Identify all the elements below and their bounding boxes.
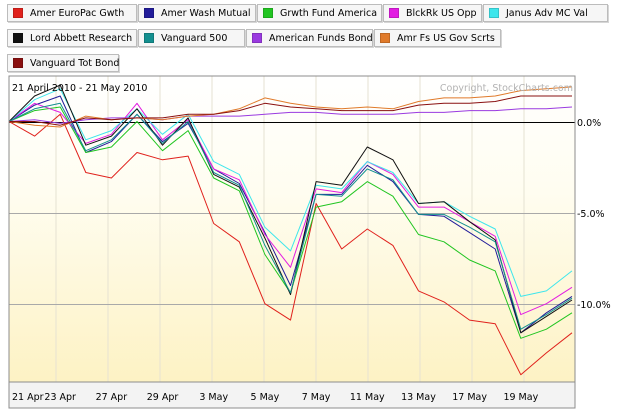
legend-item-vanguard-tot-bond[interactable]: Vanguard Tot Bond <box>7 54 119 72</box>
x-tick-label: 7 May <box>302 392 331 403</box>
series-line-amer-wash-mutual <box>8 95 573 334</box>
legend-swatch <box>252 33 262 43</box>
legend-label: Amer EuroPac Gwth <box>30 7 125 19</box>
legend-swatch <box>263 8 273 18</box>
series-line-lord-abbett-research <box>8 84 573 334</box>
legend-item-amer-europac-gwth[interactable]: Amer EuroPac Gwth <box>7 4 137 22</box>
legend-swatch <box>13 58 23 68</box>
legend-item-vanguard-500[interactable]: Vanguard 500 <box>138 29 245 47</box>
legend-item-janus-adv-mc-val[interactable]: Janus Adv MC Val <box>483 4 608 22</box>
x-tick-label: 21 Apr <box>12 392 44 403</box>
legend-swatch <box>380 33 390 43</box>
legend-swatch <box>144 8 154 18</box>
legend-label: Lord Abbett Research <box>30 32 133 44</box>
series-line-amr-fs-us-gov-scrts <box>8 86 573 128</box>
x-tick-label: 23 Apr <box>44 392 76 403</box>
x-axis-labels: 21 Apr 23 Apr 27 Apr 29 Apr 3 May 5 May 7 May 1… <box>12 392 539 403</box>
legend-swatch <box>13 8 23 18</box>
legend-label: American Funds Bond <box>269 32 373 44</box>
copyright-watermark: Copyright, StockCharts.com <box>440 83 573 94</box>
legend-item-lord-abbett-research[interactable]: Lord Abbett Research <box>7 29 137 47</box>
x-tick-label: 3 May <box>199 392 228 403</box>
legend-swatch <box>13 33 23 43</box>
x-tick-label: 27 Apr <box>96 392 128 403</box>
legend-swatch <box>144 33 154 43</box>
y-tick-label: -5.0% <box>577 209 605 220</box>
date-range-label: 21 April 2010 - 21 May 2010 <box>12 83 147 94</box>
legend-item-american-funds-bond[interactable]: American Funds Bond <box>246 29 373 47</box>
series-line-vanguard-500 <box>8 102 573 330</box>
legend-label: Vanguard Tot Bond <box>30 57 120 69</box>
legend-label: Vanguard 500 <box>161 32 228 44</box>
xaxis-bar <box>8 381 576 409</box>
x-tick-label: 5 May <box>251 392 280 403</box>
legend-item-amer-wash-mutual[interactable]: Amer Wash Mutual <box>138 4 256 22</box>
x-tick-label: 11 May <box>350 392 385 403</box>
horizontal-gridlines <box>9 122 575 305</box>
y-axis-labels: 0.0% -5.0% -10.0% <box>577 118 611 311</box>
legend-item-grwth-fund-america[interactable]: Grwth Fund America <box>257 4 382 22</box>
legend-label: Amer Wash Mutual <box>161 7 251 19</box>
legend-swatch <box>489 8 499 18</box>
legend-label: BlckRk US Opp <box>406 7 477 19</box>
series-line-vanguard-tot-bond <box>9 95 572 126</box>
y-tick-label: 0.0% <box>577 118 601 129</box>
series-lines <box>8 84 573 376</box>
series-line-blckrk-us-opp <box>8 102 573 316</box>
legend-label: Grwth Fund America <box>280 7 378 19</box>
x-tick-label: 29 Apr <box>147 392 179 403</box>
legend-swatch <box>389 8 399 18</box>
x-tick-label: 13 May <box>401 392 436 403</box>
legend-label: Amr Fs US Gov Scrts <box>397 32 495 44</box>
legend-item-amr-fs-us-gov-scrts[interactable]: Amr Fs US Gov Scrts <box>374 29 501 47</box>
legend-item-blckrk-us-opp[interactable]: BlckRk US Opp <box>383 4 482 22</box>
legend-label: Janus Adv MC Val <box>506 7 588 19</box>
series-line-janus-adv-mc-val <box>8 88 573 297</box>
y-tick-label: -10.0% <box>577 300 611 311</box>
x-tick-label: 17 May <box>452 392 487 403</box>
plot-area <box>9 76 575 382</box>
series-line-amer-europac-gwth <box>8 113 573 376</box>
x-tick-label: 19 May <box>503 392 538 403</box>
